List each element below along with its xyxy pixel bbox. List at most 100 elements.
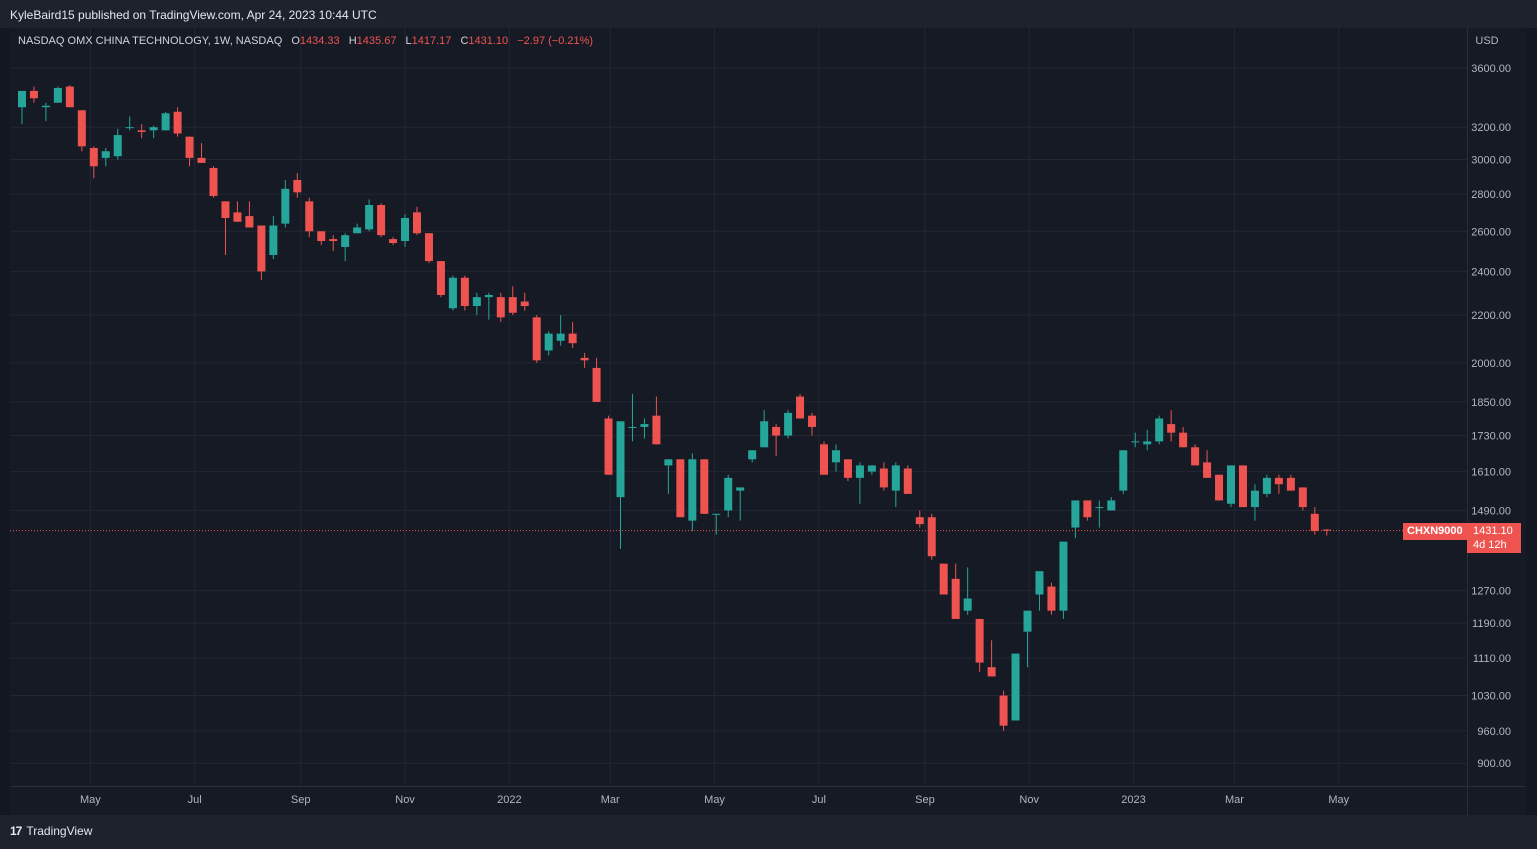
candle-body — [1215, 474, 1224, 501]
candle-body — [772, 426, 781, 436]
currency-label: USD — [1475, 35, 1498, 47]
candle-body — [1155, 418, 1164, 442]
y-tick-label: 1610.00 — [1471, 467, 1511, 479]
candle-body — [1227, 465, 1236, 504]
y-tick-label: 1850.00 — [1471, 397, 1511, 409]
candle-body — [1262, 477, 1271, 494]
y-tick-label: 960.00 — [1477, 726, 1511, 738]
candle-body — [377, 204, 386, 236]
candle-body — [616, 421, 625, 498]
candle-body — [1310, 513, 1319, 532]
y-tick-label: 3600.00 — [1471, 63, 1511, 75]
candle-body — [1191, 447, 1200, 466]
x-tick-label: 2022 — [497, 794, 521, 806]
current-price-tag: 1431.10 4d 12h — [1467, 523, 1521, 553]
x-tick-label: Jul — [188, 794, 202, 806]
candle-body — [472, 297, 481, 307]
candle-body — [831, 450, 840, 463]
candle-body — [173, 111, 182, 134]
candle-body — [29, 90, 38, 99]
candle-body — [496, 297, 505, 318]
candle-body — [101, 151, 110, 158]
candle-body — [1250, 490, 1259, 508]
candle-body — [221, 201, 230, 218]
candle-body — [1322, 529, 1331, 531]
candlestick-chart[interactable]: 900.00 960.00 1030.00 1110.00 1190.00 1270.00… — [10, 28, 1526, 815]
candle-body — [161, 113, 170, 131]
candle-body — [245, 216, 254, 228]
candle-body — [185, 136, 194, 158]
candle-body — [939, 563, 948, 595]
candle-body — [401, 217, 410, 242]
y-tick-label: 2600.00 — [1471, 226, 1511, 238]
candle-body — [760, 421, 769, 448]
candle-body — [1167, 424, 1176, 433]
candle-body — [1035, 571, 1044, 595]
change-value: −2.97 (−0.21%) — [517, 35, 594, 47]
close-value: 1431.10 — [468, 35, 509, 47]
candle-body — [329, 239, 338, 242]
candle-body — [1143, 441, 1152, 445]
candle-body — [53, 88, 62, 103]
candle-body — [664, 459, 673, 466]
candle-body — [508, 297, 517, 313]
candle-body — [808, 415, 817, 427]
candle-body — [700, 459, 709, 514]
candle-body — [963, 598, 972, 611]
candle-body — [1083, 500, 1092, 518]
candle-body — [999, 695, 1008, 726]
candle-body — [640, 424, 649, 427]
candle-body — [424, 233, 433, 262]
high-label: H — [348, 35, 357, 47]
candle-body — [77, 110, 86, 147]
y-tick-label: 2400.00 — [1471, 266, 1511, 278]
candle-body — [137, 130, 146, 132]
x-tick-label: May — [1328, 794, 1349, 806]
price-axis-background[interactable] — [1467, 28, 1526, 815]
candle-body — [927, 517, 936, 557]
candle-body — [544, 333, 553, 351]
candle-body — [1238, 465, 1247, 508]
candle-body — [460, 277, 469, 307]
candle-body — [1298, 487, 1307, 508]
candle-body — [484, 294, 493, 298]
candle-body — [197, 157, 206, 163]
candle-body — [448, 277, 457, 309]
open-value: 1434.33 — [299, 35, 340, 47]
tradingview-logo[interactable]: 17 TradingView — [10, 824, 92, 838]
candle-body — [233, 212, 242, 222]
candle-body — [317, 231, 326, 242]
x-tick-label: Sep — [915, 794, 935, 806]
high-value: 1435.67 — [356, 35, 397, 47]
x-tick-label: Nov — [395, 794, 415, 806]
y-tick-label: 2800.00 — [1471, 189, 1511, 201]
candle-body — [604, 418, 613, 475]
symbol-title[interactable]: NASDAQ OMX CHINA TECHNOLOGY, 1W, NASDAQ — [18, 35, 283, 47]
y-tick-label: 3200.00 — [1471, 122, 1511, 134]
y-tick-label: 1730.00 — [1471, 431, 1511, 443]
candle-body — [353, 227, 362, 234]
bottom-bar — [0, 815, 1537, 849]
candle-body — [1107, 500, 1116, 511]
candle-body — [855, 465, 864, 478]
candle-body — [1179, 432, 1188, 448]
candle-body — [1071, 500, 1080, 528]
candle-body — [1023, 610, 1032, 632]
candle-body — [796, 396, 805, 419]
x-tick-label: Sep — [291, 794, 311, 806]
low-value: 1417.17 — [411, 35, 452, 47]
candle-body — [293, 180, 302, 193]
candle-body — [628, 426, 637, 428]
candle-body — [676, 459, 685, 518]
candle-body — [41, 105, 50, 108]
candle-body — [436, 261, 445, 295]
candle-body — [125, 127, 134, 129]
candle-body — [867, 465, 876, 472]
x-tick-label: Mar — [601, 794, 620, 806]
candle-body — [891, 465, 900, 491]
candle-body — [17, 90, 26, 108]
x-tick-label: Nov — [1019, 794, 1039, 806]
candle-body — [341, 235, 350, 247]
tradingview-logo-text: TradingView — [26, 824, 93, 838]
publisher-line: KyleBaird15 published on TradingView.com… — [10, 8, 377, 22]
